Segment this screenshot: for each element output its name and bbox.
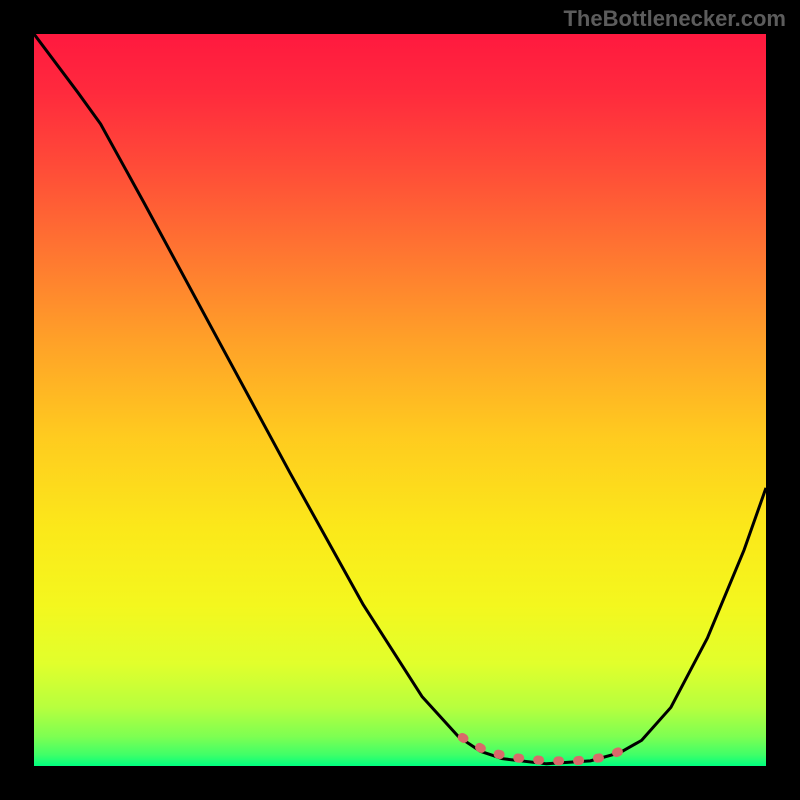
bottleneck-curve: [34, 34, 766, 764]
watermark-text: TheBottlenecker.com: [563, 6, 786, 32]
curve-svg: [34, 34, 766, 766]
plot-area: [34, 34, 766, 766]
